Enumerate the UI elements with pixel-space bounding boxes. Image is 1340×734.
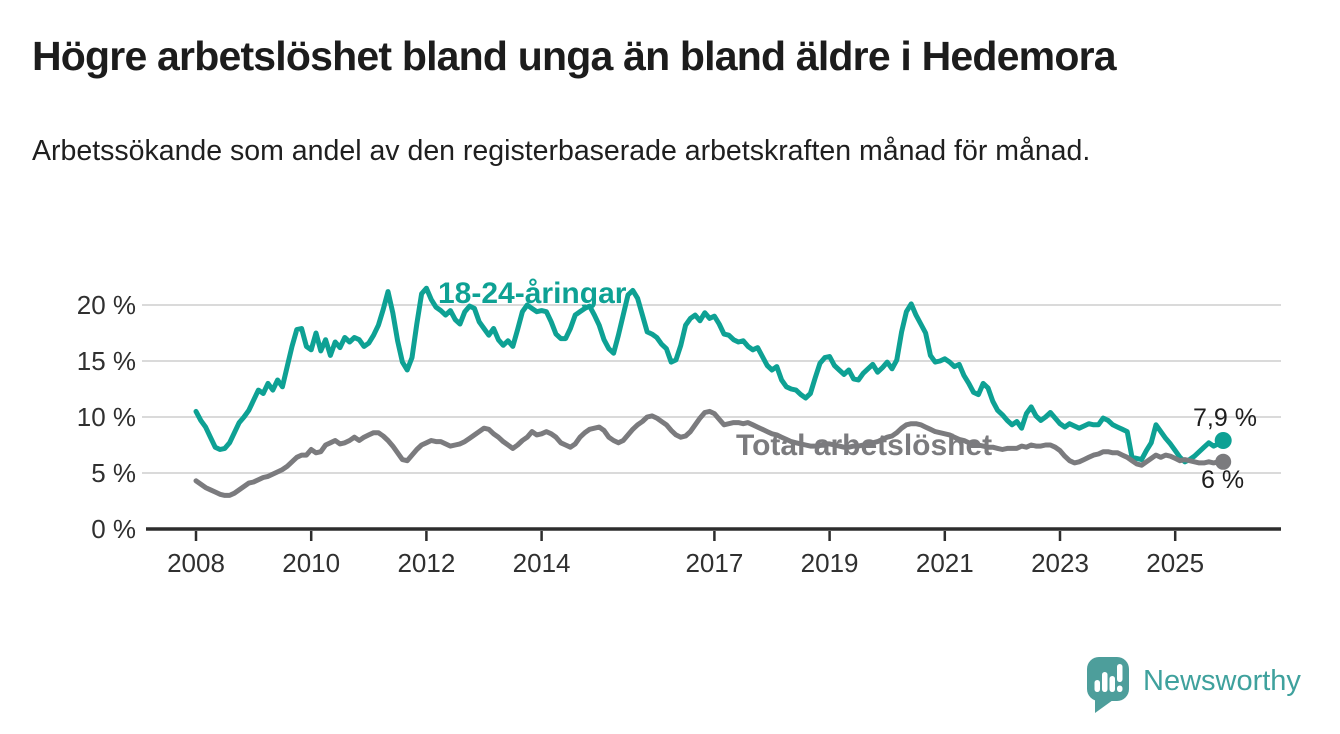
x-tick-label: 2008 — [167, 548, 225, 578]
value-label-total: 6 % — [1201, 466, 1245, 494]
series-line-0 — [193, 285, 1226, 465]
series-label-youth: 18-24-åringar — [438, 277, 627, 310]
chart-subtitle: Arbetssökande som andel av den registerb… — [32, 135, 1091, 167]
logo-bar-3 — [1109, 676, 1115, 692]
y-tick-label: 15 % — [77, 346, 136, 376]
newsworthy-logo-text: Newsworthy — [1143, 665, 1301, 697]
x-tick-label: 2012 — [397, 548, 455, 578]
logo-bar-1 — [1094, 680, 1100, 692]
logo-exclamation-dot — [1117, 685, 1123, 692]
y-tick-label: 20 % — [77, 290, 136, 320]
series-label-total: Total arbetslöshet — [736, 429, 993, 462]
logo-bubble-tail — [1095, 698, 1113, 713]
x-tick-label: 2014 — [513, 548, 571, 578]
series-endpoint-dot-0 — [1214, 432, 1232, 450]
x-tick-label: 2019 — [801, 548, 859, 578]
series-line-1 — [193, 408, 1226, 498]
y-tick-label: 5 % — [91, 458, 136, 488]
y-tick-label: 0 % — [91, 514, 136, 544]
page-title: Högre arbetslöshet bland unga än bland ä… — [32, 33, 1117, 79]
y-tick-label: 10 % — [77, 402, 136, 432]
logo-exclamation-bar — [1117, 664, 1123, 682]
newsworthy-logo-icon — [1087, 657, 1129, 713]
newsworthy-logo: Newsworthy — [1086, 656, 1301, 714]
x-tick-label: 2023 — [1031, 548, 1089, 578]
value-label-youth: 7,9 % — [1193, 404, 1257, 432]
logo-bar-2 — [1102, 672, 1108, 692]
x-tick-label: 2025 — [1146, 548, 1204, 578]
x-tick-label: 2021 — [916, 548, 974, 578]
logo-bubble — [1087, 657, 1129, 701]
x-tick-label: 2010 — [282, 548, 340, 578]
series-endpoint-dot-1 — [1215, 453, 1232, 470]
x-tick-label: 2017 — [685, 548, 743, 578]
